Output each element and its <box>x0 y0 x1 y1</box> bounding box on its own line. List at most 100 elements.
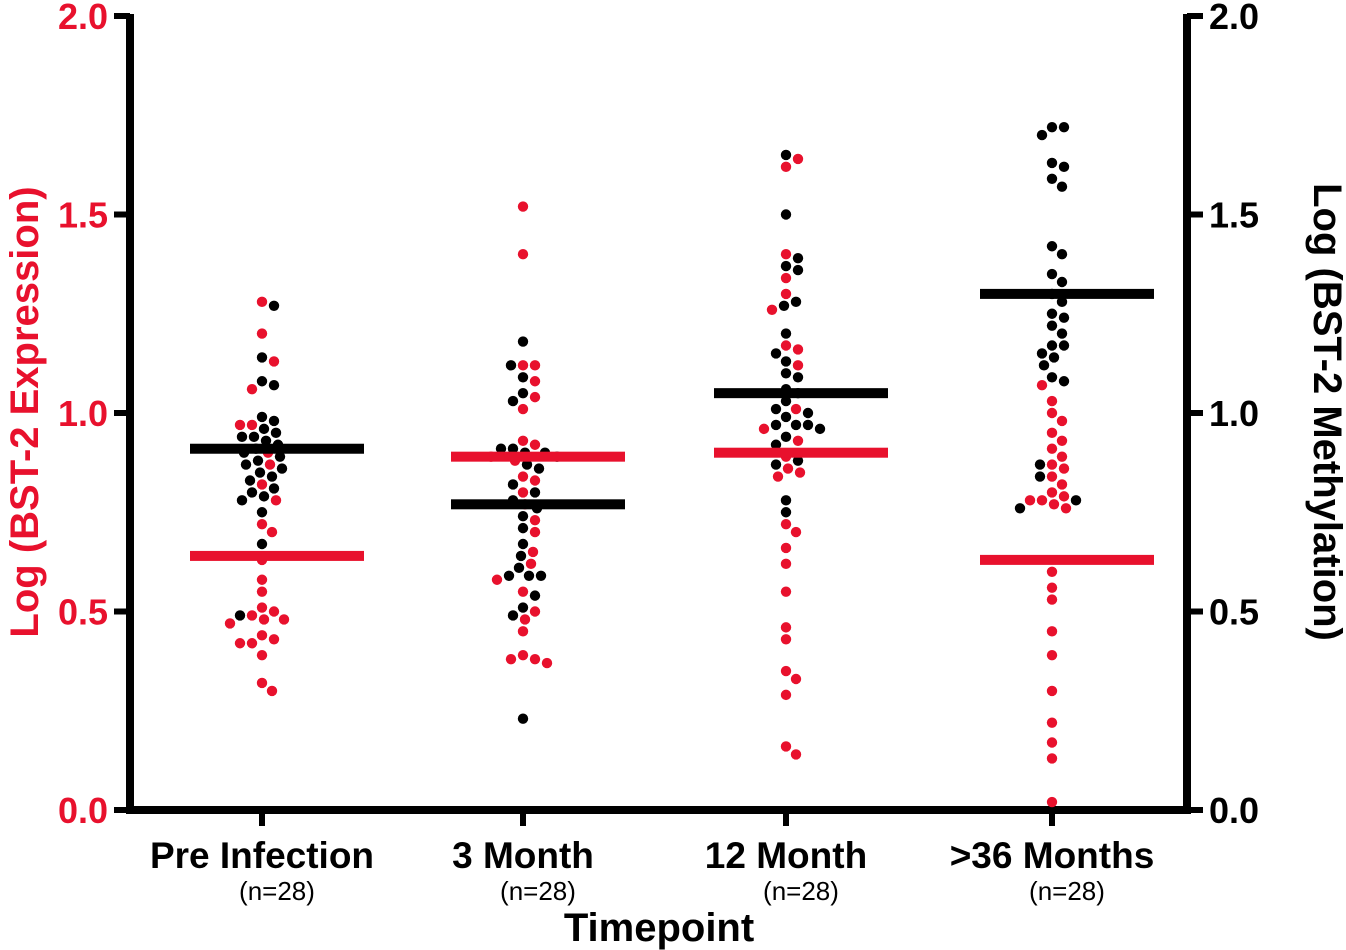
expression-point <box>1046 566 1058 577</box>
sample-size-label: (n=28) <box>1029 876 1105 906</box>
expression-point <box>256 602 268 613</box>
expression-point <box>780 665 792 677</box>
methylation-mean-bar <box>190 443 364 454</box>
expression-point <box>790 526 802 538</box>
methylation-point <box>1038 360 1050 371</box>
methylation-point <box>252 455 264 466</box>
expression-point <box>1046 594 1058 605</box>
expression-point <box>780 161 792 173</box>
methylation-point <box>507 443 519 454</box>
methylation-point <box>270 427 282 439</box>
methylation-point <box>770 459 782 470</box>
expression-point <box>772 471 784 482</box>
expression-point <box>224 618 236 629</box>
expression-point <box>517 403 529 415</box>
methylation-point <box>1046 308 1058 319</box>
expression-point <box>782 463 794 474</box>
methylation-point <box>770 419 782 431</box>
expression-point <box>529 360 541 371</box>
expression-point <box>266 685 278 697</box>
expression-point <box>268 634 280 645</box>
expression-point <box>1046 407 1058 419</box>
expression-point <box>790 749 802 760</box>
left-tick-label: 1.5 <box>58 195 108 236</box>
expression-point <box>790 403 802 415</box>
methylation-mean-bar <box>980 288 1154 299</box>
expression-point <box>256 574 268 585</box>
methylation-point <box>507 395 519 407</box>
expression-point <box>246 610 258 621</box>
expression-point <box>1046 582 1058 593</box>
methylation-point <box>790 419 802 431</box>
expression-point <box>278 614 290 625</box>
expression-point <box>525 558 537 570</box>
methylation-point <box>1058 376 1070 387</box>
methylation-point <box>256 352 268 363</box>
mean-bars <box>190 288 1154 565</box>
expression-point <box>1058 463 1070 474</box>
methylation-point <box>507 610 519 621</box>
expression-point <box>1046 685 1058 697</box>
expression-point <box>792 435 804 446</box>
methylation-point <box>1036 129 1048 141</box>
expression-point <box>529 514 541 526</box>
expression-point <box>1036 495 1048 506</box>
methylation-point <box>780 356 792 367</box>
methylation-point <box>248 431 260 443</box>
sample-size-label: (n=28) <box>763 876 839 906</box>
methylation-point <box>780 328 792 339</box>
expression-point <box>1046 427 1058 439</box>
methylation-point <box>517 602 529 613</box>
expression-point <box>246 383 258 395</box>
left-tick-label: 0.0 <box>58 790 108 831</box>
methylation-point <box>1070 495 1082 506</box>
expression-point <box>1024 495 1036 506</box>
x-axis-ticks: Pre Infection(n=28)3 Month(n=28)12 Month… <box>150 810 1154 906</box>
expression-point <box>256 586 268 597</box>
methylation-point <box>234 610 246 621</box>
methylation-point <box>1046 241 1058 252</box>
methylation-point <box>1056 249 1068 260</box>
methylation-point <box>780 209 792 220</box>
methylation-point <box>1046 121 1058 133</box>
x-axis-title: Timepoint <box>564 906 754 950</box>
expression-point <box>256 518 268 530</box>
expression-point <box>1056 451 1068 462</box>
expression-point <box>529 526 541 538</box>
expression-point <box>792 344 804 355</box>
expression-point <box>517 435 529 446</box>
expression-point <box>256 479 268 490</box>
right-tick-label: 2.0 <box>1209 0 1259 37</box>
left-tick-label: 0.5 <box>58 592 108 633</box>
expression-point <box>517 586 529 597</box>
methylation-point <box>1056 328 1068 339</box>
expression-point <box>517 626 529 637</box>
methylation-point <box>507 479 519 490</box>
expression-point <box>264 459 276 470</box>
expression-point <box>1046 459 1058 470</box>
expression-point <box>517 360 529 371</box>
expression-point <box>529 439 541 450</box>
methylation-point <box>780 260 792 272</box>
expression-point <box>780 634 792 645</box>
right-axis-ticks: 0.0 0.5 1.0 1.5 2.0 <box>1187 0 1259 831</box>
expression-point <box>1046 471 1058 482</box>
expression-point <box>1060 503 1072 514</box>
methylation-point <box>513 562 525 574</box>
methylation-point <box>792 455 804 466</box>
expression-point <box>491 574 503 585</box>
methylation-point <box>1046 173 1058 184</box>
expression-point <box>1056 479 1068 490</box>
expression-point <box>529 391 541 403</box>
methylation-point <box>1058 340 1070 351</box>
methylation-point <box>1046 157 1058 169</box>
methylation-point <box>535 570 547 581</box>
expression-point <box>270 495 282 506</box>
methylation-point <box>268 415 280 427</box>
expression-mean-bar <box>451 451 625 462</box>
category-label: >36 Months <box>950 835 1155 876</box>
methylation-point <box>268 380 280 391</box>
expression-point <box>1046 487 1058 498</box>
left-axis-ticks: 0.0 0.5 1.0 1.5 2.0 <box>58 0 130 831</box>
expression-point <box>529 475 541 486</box>
